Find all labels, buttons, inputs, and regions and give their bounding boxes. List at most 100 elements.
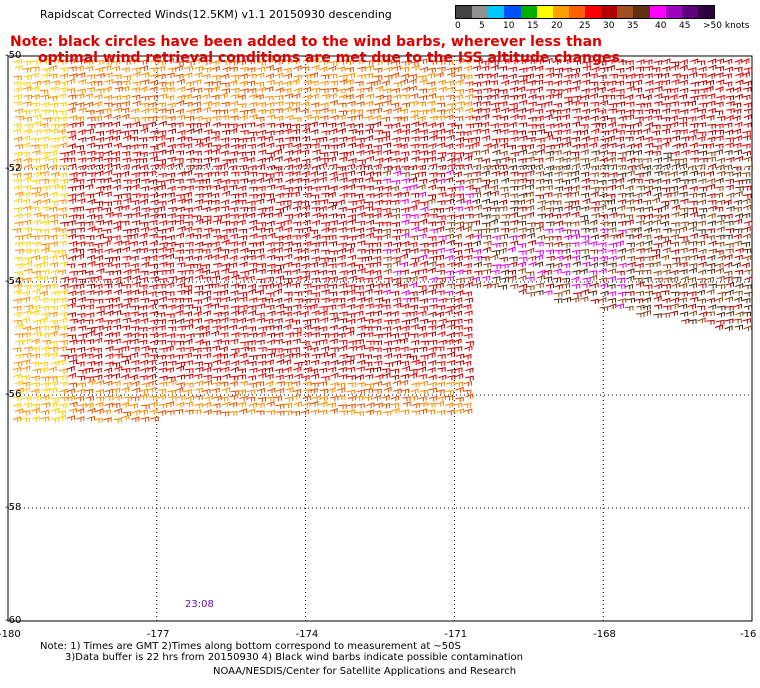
wind-barb xyxy=(320,157,329,163)
wind-barb xyxy=(58,403,68,409)
wind-barb xyxy=(78,403,87,409)
wind-barb xyxy=(94,66,104,73)
wind-barb xyxy=(138,304,147,311)
wind-barb xyxy=(662,137,672,143)
wind-barb xyxy=(148,248,157,254)
wind-barb xyxy=(463,333,473,339)
wind-barb xyxy=(589,73,598,79)
wind-barb xyxy=(67,163,77,169)
wind-barb xyxy=(229,107,238,114)
wind-barb xyxy=(202,59,211,65)
wind-barb xyxy=(320,74,330,80)
wind-barb xyxy=(112,247,121,254)
wind-barb xyxy=(40,156,49,162)
wind-barb xyxy=(660,290,670,296)
wind-barb xyxy=(222,228,231,234)
wind-barb xyxy=(220,205,229,212)
wind-barb xyxy=(257,86,266,93)
wind-barb xyxy=(86,135,96,142)
wind-barb xyxy=(221,360,230,366)
wind-barb xyxy=(354,263,363,269)
wind-barb xyxy=(354,129,364,136)
wind-barb xyxy=(219,109,229,115)
wind-barb xyxy=(321,375,330,381)
wind-barb xyxy=(193,150,202,156)
wind-barb xyxy=(257,396,266,402)
wind-barb xyxy=(642,127,651,134)
wind-barb xyxy=(121,325,131,331)
wind-barb xyxy=(194,241,204,248)
wind-barb xyxy=(582,65,591,71)
wind-barb xyxy=(572,95,582,101)
wind-barb xyxy=(328,241,337,247)
map-frame xyxy=(7,55,753,622)
wind-barb xyxy=(247,283,256,290)
wind-barb xyxy=(408,78,417,85)
wind-barb xyxy=(590,107,599,114)
wind-barb xyxy=(256,312,265,318)
wind-barb xyxy=(615,232,624,239)
wind-barb xyxy=(355,276,364,283)
wind-barb xyxy=(525,179,535,185)
wind-barb xyxy=(527,255,536,262)
wind-barb xyxy=(76,312,86,318)
wind-barb xyxy=(248,309,257,316)
wind-barb xyxy=(140,297,149,303)
wind-barb xyxy=(437,395,447,402)
wind-barb xyxy=(75,248,85,254)
wind-barb xyxy=(67,122,77,128)
wind-barb xyxy=(48,64,57,71)
wind-barb xyxy=(490,64,499,71)
wind-barb xyxy=(517,93,526,100)
wind-barb xyxy=(455,193,464,199)
wind-barb xyxy=(465,341,474,346)
wind-barb xyxy=(644,185,653,191)
wind-barb xyxy=(167,156,176,162)
wind-barb xyxy=(707,212,716,219)
wind-barb xyxy=(220,324,229,331)
wind-barb xyxy=(176,206,185,212)
wind-barb xyxy=(418,109,428,115)
wind-barb xyxy=(382,332,392,338)
wind-barb xyxy=(725,282,734,288)
wind-barb xyxy=(490,93,499,100)
wind-barb xyxy=(455,79,464,85)
wind-barb xyxy=(274,171,283,177)
wind-barb xyxy=(401,325,410,332)
wind-barb xyxy=(346,72,356,79)
wind-barb xyxy=(510,200,519,206)
wind-barb xyxy=(635,256,645,262)
wind-barb xyxy=(166,313,175,319)
wind-barb xyxy=(318,269,327,276)
wind-barb xyxy=(600,172,609,178)
wind-barb xyxy=(211,184,220,191)
wind-barb xyxy=(75,179,85,185)
wind-barb xyxy=(194,198,204,205)
wind-barb xyxy=(337,262,346,268)
wind-barb xyxy=(212,375,221,381)
wind-barb xyxy=(139,276,149,283)
wind-barb xyxy=(149,233,158,239)
wind-barb xyxy=(75,121,84,127)
wind-barb xyxy=(455,179,465,185)
wind-barb xyxy=(552,58,561,65)
wind-barb xyxy=(435,346,445,352)
wind-barb xyxy=(428,381,437,388)
wind-barb xyxy=(437,66,446,72)
wind-barb xyxy=(14,235,23,241)
wind-barb xyxy=(138,143,148,149)
wind-barb xyxy=(303,94,312,101)
wind-barb xyxy=(49,341,58,346)
wind-barb xyxy=(175,232,184,239)
wind-barb xyxy=(625,65,634,72)
wind-barb xyxy=(195,179,204,185)
wind-barb xyxy=(510,79,519,86)
wind-barb xyxy=(715,267,724,274)
wind-barb xyxy=(221,239,230,246)
wind-barb xyxy=(598,261,608,267)
wind-barb xyxy=(158,381,168,387)
wind-barb xyxy=(679,87,689,94)
wind-barb xyxy=(211,59,220,66)
wind-barb xyxy=(339,192,348,199)
wind-barb xyxy=(57,249,66,255)
